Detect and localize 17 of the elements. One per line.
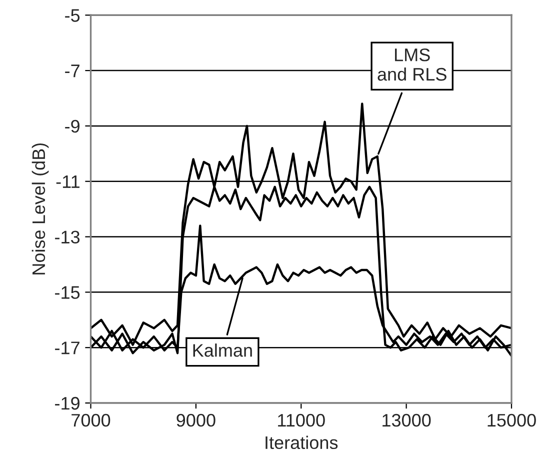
x-tick-label: 13000 [382, 414, 431, 427]
x-tick-label: 9000 [176, 414, 216, 427]
y-tick-label: -9 [65, 120, 80, 133]
x-axis-title: Iterations [266, 436, 338, 450]
annotation: Kalman [193, 344, 252, 357]
y-tick-label: -15 [55, 286, 80, 299]
y-tick-label: -5 [65, 9, 80, 22]
y-axis-title: Noise Level (dB) [32, 143, 49, 274]
annotation: LMS and RLS [378, 48, 446, 81]
x-tick-label: 7000 [72, 414, 110, 427]
y-tick-label: -19 [55, 396, 80, 410]
y-tick-label: -11 [56, 175, 80, 188]
x-tick-label: 11000 [278, 414, 325, 427]
y-tick-label: -7 [65, 64, 80, 78]
y-tick-label: -13 [55, 230, 80, 244]
x-tick-label: 15000 [488, 414, 536, 427]
y-tick-label: -17 [55, 342, 80, 354]
